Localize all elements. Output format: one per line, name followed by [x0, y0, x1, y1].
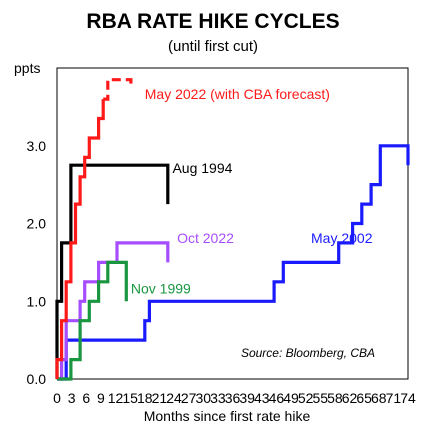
x-tick-label: 18: [137, 390, 153, 406]
x-tick-label: 15: [122, 390, 138, 406]
x-tick-label: 65: [356, 390, 372, 406]
y-tick-label: 3.0: [27, 138, 47, 154]
x-axis-title: Months since first rate hike: [144, 408, 311, 424]
x-tick-label: 36: [225, 390, 241, 406]
series-forecast-may-2022-with-cba-forecast: [103, 78, 133, 101]
x-tick-label: 27: [181, 390, 197, 406]
series-label-oct-2022: Oct 2022: [177, 230, 234, 246]
series-label-may-2002: May 2002: [311, 230, 373, 246]
series-labels: May 2002 Aug 1994 Oct 2022 Nov 1999 May 2022…: [131, 86, 373, 296]
x-tick-label: 74: [400, 390, 416, 406]
x-axis-ticks: 0 3 6 9 12 15 18 21 24 27 30 33 36 39 43 46 49 52 55 58 62 65…: [53, 390, 416, 406]
x-tick-label: 39: [239, 390, 255, 406]
series-line-may-2022-with-cba-forecast: [55, 99, 105, 379]
series-line-nov-1999: [57, 260, 128, 381]
chart-title: RBA RATE HIKE CYCLES: [86, 10, 340, 33]
x-tick-label: 21: [152, 390, 168, 406]
x-tick-label: 52: [298, 390, 314, 406]
x-tick-label: 43: [254, 390, 270, 406]
series-line-may-2002: [57, 144, 410, 381]
x-tick-label: 30: [195, 390, 211, 406]
series-line-aug-1994: [55, 163, 170, 379]
series-label-nov-1999: Nov 1999: [131, 280, 191, 296]
x-tick-label: 12: [108, 390, 124, 406]
y-tick-label: 1.0: [27, 293, 47, 309]
y-axis-ticks: 0.0 1.0 2.0 3.0: [27, 138, 47, 387]
x-tick-label: 55: [312, 390, 328, 406]
x-tick-label: 33: [210, 390, 226, 406]
x-tick-label: 9: [97, 390, 105, 406]
y-tick-label: 2.0: [27, 216, 47, 232]
x-tick-label: 24: [166, 390, 182, 406]
y-tick-label: 0.0: [27, 371, 47, 387]
y-axis-unit-label: ppts: [14, 60, 40, 76]
series-label-aug-1994: Aug 1994: [172, 160, 232, 176]
x-tick-label: 49: [283, 390, 299, 406]
x-tick-label: 3: [68, 390, 76, 406]
x-tick-label: 0: [53, 390, 61, 406]
x-tick-label: 6: [82, 390, 90, 406]
source-note: Source: Bloomberg, CBA: [241, 346, 375, 360]
plot-frame: [56, 67, 409, 380]
x-tick-label: 46: [269, 390, 285, 406]
series-line-oct-2022: [57, 241, 170, 381]
x-tick-label: 58: [327, 390, 343, 406]
chart-subtitle: (until first cut): [167, 38, 258, 55]
x-tick-label: 68: [371, 390, 387, 406]
x-tick-label: 62: [342, 390, 358, 406]
x-tick-label: 71: [386, 390, 402, 406]
series-layer: [55, 78, 410, 381]
series-label-may-2022-with-cba-forecast: May 2022 (with CBA forecast): [145, 86, 330, 102]
